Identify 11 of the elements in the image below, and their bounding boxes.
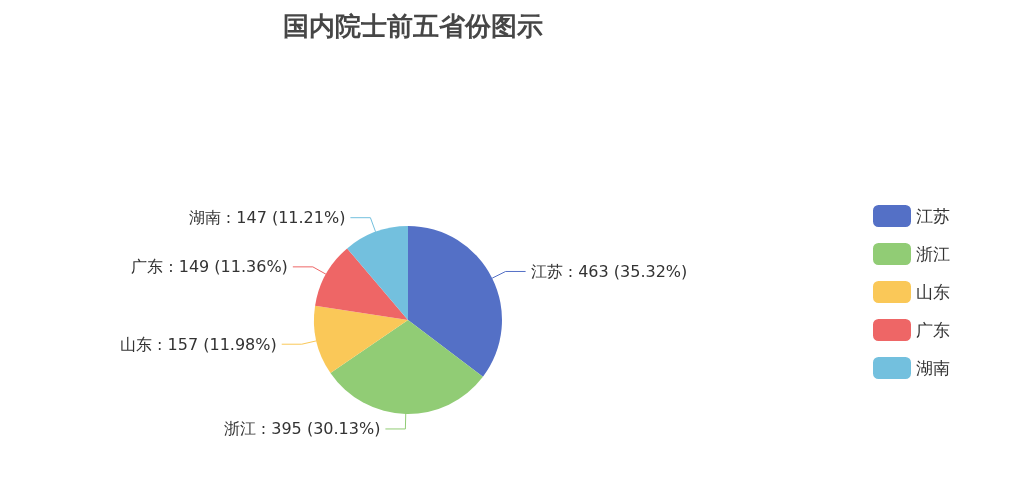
category-label: 江苏 : 463 (35.32%): [530, 261, 688, 281]
legend-label: 山东: [916, 282, 950, 302]
legend-label: 江苏: [916, 206, 950, 226]
legend-label: 浙江: [916, 244, 950, 264]
category-label: 浙江 : 395 (30.13%): [223, 419, 381, 439]
chart-title: 国内院士前五省份图示: [283, 11, 543, 41]
category-label: 广东 : 149 (11.36%): [131, 257, 288, 277]
legend-label: 湖南: [916, 358, 950, 378]
category-label: 湖南 : 147 (11.21%): [188, 208, 346, 228]
category-label: 山东 : 157 (11.98%): [120, 334, 277, 354]
legend-label: 广东: [916, 320, 950, 340]
